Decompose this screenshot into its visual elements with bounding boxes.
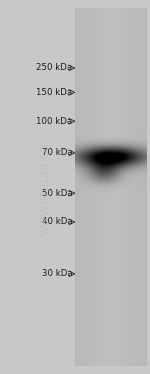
Text: 50 kDa: 50 kDa <box>42 189 72 198</box>
Text: 70 kDa: 70 kDa <box>42 148 72 157</box>
Text: 40 kDa: 40 kDa <box>42 218 72 227</box>
Text: 100 kDa: 100 kDa <box>36 117 72 126</box>
Text: 150 kDa: 150 kDa <box>36 88 72 97</box>
Text: WWW.PTGLAB.CO: WWW.PTGLAB.CO <box>40 142 51 235</box>
Text: 250 kDa: 250 kDa <box>36 64 72 73</box>
Text: 30 kDa: 30 kDa <box>42 269 72 278</box>
